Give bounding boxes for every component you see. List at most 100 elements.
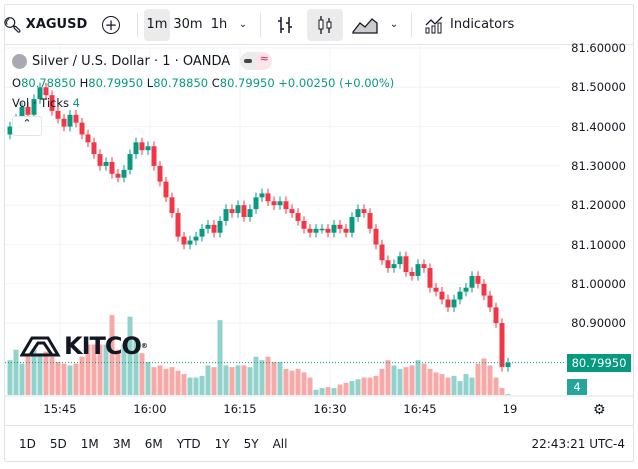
- compare-symbol-button[interactable]: +: [91, 9, 131, 41]
- symbol-search[interactable]: 🔍︎ XAGUSD: [3, 9, 88, 41]
- volume-bar: [265, 356, 271, 395]
- candle: [259, 193, 265, 198]
- volume-bar: [169, 367, 175, 395]
- divider: [137, 12, 138, 37]
- range-ytd[interactable]: YTD: [176, 436, 201, 451]
- candle: [469, 275, 475, 288]
- price-tick: 81.00000: [571, 276, 626, 291]
- range-1d[interactable]: 1D: [19, 436, 36, 451]
- volume-bar: [307, 377, 313, 395]
- volume-bar: [163, 368, 169, 395]
- price-tick: 81.10000: [571, 237, 626, 252]
- candle: [301, 220, 307, 229]
- candle: [109, 161, 115, 174]
- candle: [337, 224, 343, 229]
- volume-bar: [121, 344, 127, 395]
- range-1y[interactable]: 1Y: [214, 436, 230, 451]
- volume-bar: [289, 370, 295, 395]
- candle: [367, 213, 373, 229]
- range-1m[interactable]: 1M: [80, 436, 99, 451]
- indicators-button[interactable]: Indicators: [418, 9, 520, 41]
- candle: [331, 224, 337, 233]
- candle: [307, 228, 313, 233]
- volume-bar: [331, 388, 337, 395]
- volume-bar: [55, 361, 61, 395]
- volume-bar: [367, 377, 373, 395]
- volume-bar: [427, 368, 433, 395]
- candle: [271, 201, 277, 206]
- volume-bar: [319, 388, 325, 395]
- indicators-label: Indicators: [450, 17, 515, 32]
- candle-style-icon[interactable]: [307, 8, 343, 41]
- top-toolbar: 🔍︎ XAGUSD + 1m 30m 1h ⌄ ⌄ Indicators: [3, 5, 633, 45]
- divider: [411, 12, 412, 37]
- candle: [205, 224, 211, 229]
- candle: [277, 201, 283, 206]
- price-tick: 81.30000: [571, 158, 626, 173]
- area-style-icon[interactable]: [347, 9, 383, 41]
- last-price-label: 80.79950: [567, 354, 631, 372]
- volume-bar: [193, 377, 199, 395]
- volume-bar: [43, 351, 49, 395]
- volume-bar: [109, 314, 115, 395]
- candle: [295, 213, 301, 221]
- price-tick: 81.40000: [571, 119, 626, 134]
- symbol-legend: Silver / U.S. Dollar · 1 · OANDA ≈: [12, 52, 273, 70]
- candle: [379, 244, 385, 261]
- volume-bar: [415, 360, 421, 395]
- range-3m[interactable]: 3M: [112, 436, 131, 451]
- price-tick: 81.20000: [571, 198, 626, 213]
- candle: [409, 272, 415, 276]
- candle: [67, 114, 73, 127]
- volume-bar: [61, 363, 67, 395]
- bar-style-icon[interactable]: [267, 9, 303, 41]
- legend-toggle[interactable]: ≈: [240, 52, 273, 70]
- volume-bar: [241, 365, 247, 395]
- volume-bar: [271, 361, 277, 395]
- interval-dropdown-chevron-icon[interactable]: ⌄: [238, 19, 248, 30]
- volume-bar: [187, 377, 193, 395]
- volume-bar: [349, 381, 355, 395]
- clock[interactable]: 22:43:21 UTC-4: [531, 436, 625, 451]
- settings-gear-icon[interactable]: ⚙: [593, 402, 606, 418]
- candle: [265, 193, 271, 202]
- candle: [145, 146, 151, 151]
- volume-bar: [445, 377, 451, 395]
- range-6m[interactable]: 6M: [144, 436, 163, 451]
- candle: [25, 106, 31, 115]
- candle: [181, 236, 187, 245]
- silver-logo-icon: [12, 53, 27, 69]
- volume-bar: [361, 377, 367, 395]
- volume-bar: [325, 387, 331, 395]
- volume-bar: [481, 358, 487, 395]
- candle: [445, 299, 451, 308]
- price-tick: 81.50000: [571, 80, 626, 95]
- volume-bar: [283, 368, 289, 395]
- volume-bar: [385, 360, 391, 395]
- candle: [139, 142, 145, 151]
- volume-bar: [451, 375, 457, 395]
- interval-1m[interactable]: 1m: [144, 8, 170, 41]
- candle: [151, 146, 157, 166]
- candle: [463, 287, 469, 292]
- candle: [43, 87, 49, 96]
- interval-30m[interactable]: 30m: [173, 17, 203, 32]
- candle: [451, 299, 457, 308]
- candle: [349, 216, 355, 233]
- chart-widget: [4, 4, 634, 462]
- collapse-legend-button[interactable]: ⌃: [12, 116, 42, 136]
- interval-1h[interactable]: 1h: [210, 17, 228, 32]
- volume-bar: [211, 367, 217, 395]
- divider: [260, 12, 261, 37]
- range-5d[interactable]: 5D: [49, 436, 67, 451]
- volume-bar: [115, 349, 121, 395]
- range-5y[interactable]: 5Y: [243, 436, 259, 451]
- time-tick: 16:00: [133, 402, 167, 416]
- volume-bar: [439, 374, 445, 395]
- candle: [169, 197, 175, 214]
- candle: [343, 228, 349, 233]
- candle: [187, 240, 193, 245]
- range-all[interactable]: All: [272, 436, 288, 451]
- chart-type-chevron-icon[interactable]: ⌄: [389, 19, 399, 30]
